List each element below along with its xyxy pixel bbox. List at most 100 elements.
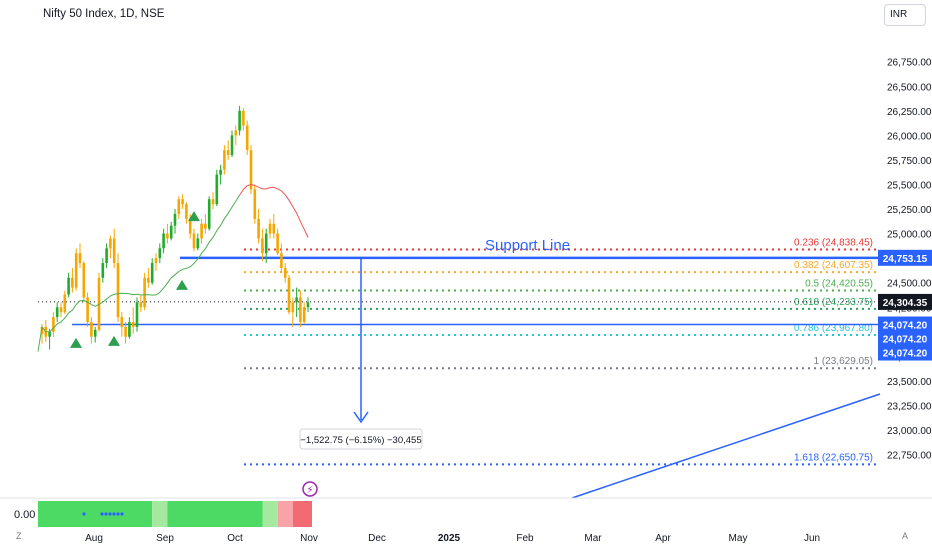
candle-body [207,199,211,229]
currency-selector[interactable]: INR [884,4,926,26]
candle-body [196,238,200,249]
candle-body [135,302,139,327]
candle-body [200,223,203,239]
price-label-last-bg [878,293,932,310]
candle-body [112,238,116,264]
candle-body [204,223,207,229]
x-tick-label: May [729,533,748,544]
y-tick-label: 26,750.00 [887,58,932,69]
y-tick-label: 22,750.00 [887,451,932,462]
candle-body [48,331,51,337]
candle-body [230,135,234,156]
x-tick-label: Apr [655,533,671,544]
candle-body [295,297,298,303]
indicator-dot [104,512,108,516]
candle-body [120,317,124,327]
x-tick-label: Aug [85,533,103,544]
candle-body [219,169,222,175]
candle-body [302,307,306,322]
candle-body [86,297,89,322]
measure-label: −1,522.75 (−6.15%) −30,455 [300,435,421,446]
candle-body [192,233,196,249]
x-tick-label: Jun [804,533,820,544]
candle-body [67,277,70,295]
candle-body [52,317,55,332]
auto-scale-button[interactable]: A [902,531,909,541]
y-tick-label: 25,750.00 [887,156,932,167]
candle-body [63,294,67,313]
indicator-segment [262,501,278,527]
y-tick-label: 24,500.00 [887,279,932,290]
indicator-dot [112,512,116,516]
candle-body [257,218,260,239]
indicator-dot [82,512,86,516]
candle-body [276,233,279,254]
zoom-button[interactable]: Z [16,531,22,541]
indicator-segment [38,501,153,527]
candle-body [105,248,108,264]
y-tick-label: 26,250.00 [887,107,932,118]
candle-body [280,253,283,268]
candle-body [40,326,44,334]
candle-body [162,233,165,249]
candle-body [215,174,219,205]
x-tick-label: Nov [300,533,318,544]
price-label-stack-1: 24,074.20 [883,335,928,346]
fib-level-label: 1.618 (22,650.75) [794,452,873,463]
support-line-label: Support Line [485,237,570,254]
trend-line [571,393,881,499]
candle-body [238,110,241,131]
price-label-lower-support: 24,074.20 [883,321,928,332]
candle-body [306,302,310,308]
candle-body [173,213,177,226]
candle-body [74,253,78,288]
candle-body [261,238,264,254]
candle-body [116,263,120,318]
candle-body [181,199,184,205]
candle-body [128,321,131,337]
fib-level-label: 0.382 (24,607.35) [794,260,873,271]
indicator-value: 0.00 [14,509,36,521]
price-label-support: 24,753.15 [883,254,928,265]
candle-body [150,263,154,283]
price-label-stack-2-bg [878,344,932,361]
candle-body [253,189,257,219]
candle-body [177,199,181,214]
lightning-icon: ⚡ [306,485,313,496]
candle-body [154,258,158,264]
buy-signal-marker [70,337,82,348]
fib-level-label: 0.5 (24,420.55) [805,279,873,290]
candle-body [55,307,59,318]
indicator-segment [277,501,293,527]
fib-level-label: 1 (23,629.05) [814,356,874,367]
candle-body [299,297,302,322]
y-tick-label: 23,000.00 [887,426,932,437]
candle-body [291,302,295,313]
candle-body [234,130,238,136]
y-tick-label: 25,250.00 [887,205,932,216]
price-label-stack-2: 24,074.20 [883,349,928,360]
x-tick-label: Feb [516,533,534,544]
candle-body [264,233,268,254]
candle-body [169,225,173,239]
indicator-dot [120,512,124,516]
candle-body [78,253,82,264]
x-tick-label: Dec [368,533,386,544]
candle-body [242,110,245,126]
candle-body [82,263,86,298]
candle-body [131,321,135,327]
candle-body [272,223,276,234]
x-tick-label: Oct [227,533,243,544]
candle-body [71,277,74,288]
candle-body [185,204,188,219]
chart-title: Nifty 50 Index, 1D, NSE [43,8,165,20]
y-tick-label: 25,000.00 [887,230,932,241]
buy-signal-marker [108,335,120,346]
candle-body [283,267,287,278]
indicator-dot [108,512,112,516]
indicator-dot [100,512,104,516]
price-label-last: 24,304.35 [883,298,928,309]
fib-level-label: 0.236 (24,838.45) [794,237,873,248]
